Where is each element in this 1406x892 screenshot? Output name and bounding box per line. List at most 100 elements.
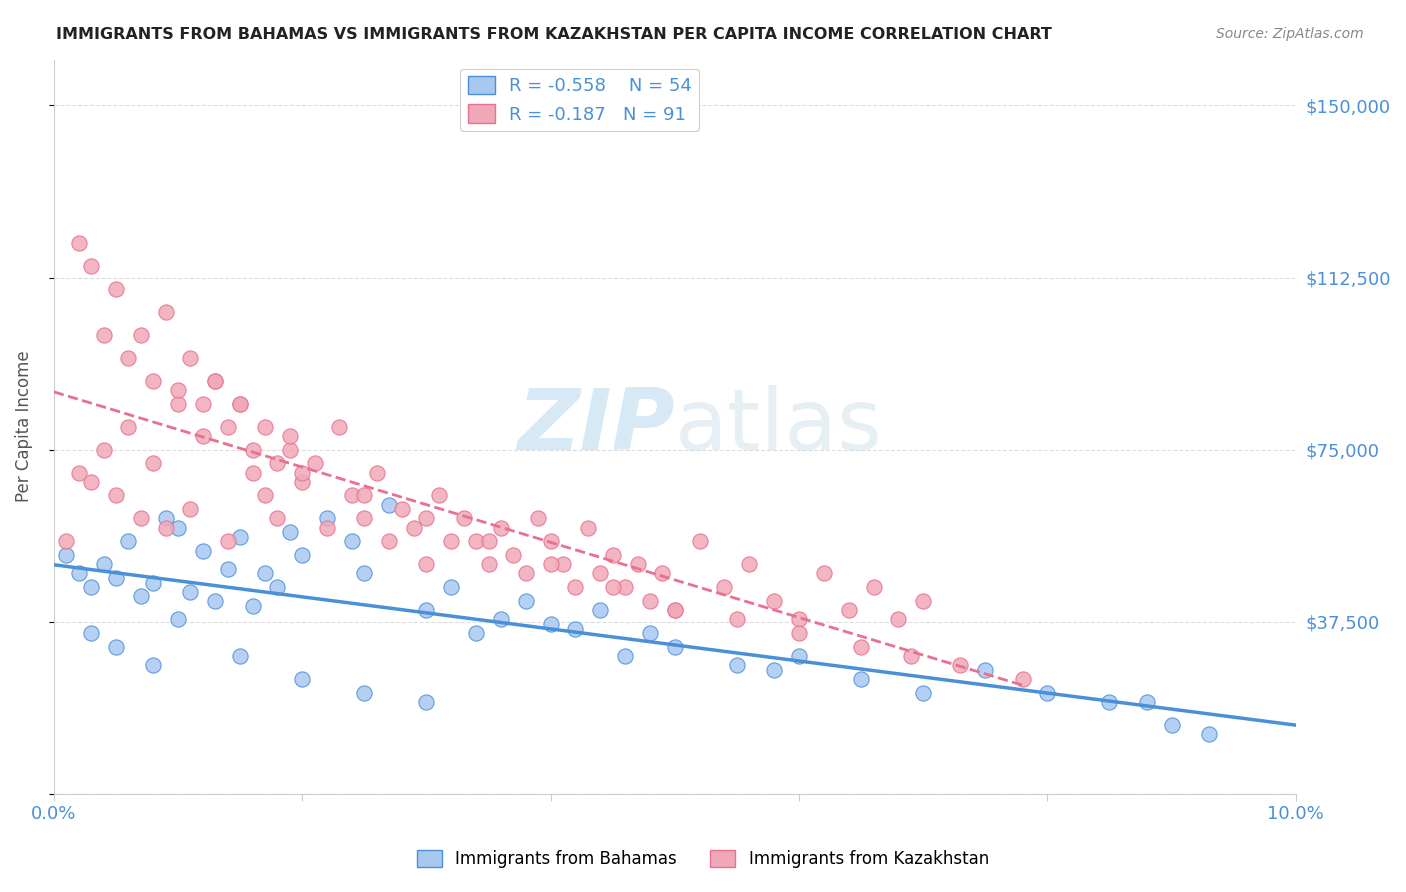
Point	[129, 327, 152, 342]
Point	[1160, 718, 1182, 732]
Point	[142, 575, 165, 590]
Point	[664, 603, 686, 617]
Point	[93, 558, 115, 572]
Point	[67, 566, 90, 581]
Point	[763, 594, 786, 608]
Point	[366, 466, 388, 480]
Point	[540, 534, 562, 549]
Point	[229, 530, 252, 544]
Point	[142, 658, 165, 673]
Point	[353, 511, 375, 525]
Text: IMMIGRANTS FROM BAHAMAS VS IMMIGRANTS FROM KAZAKHSTAN PER CAPITA INCOME CORRELAT: IMMIGRANTS FROM BAHAMAS VS IMMIGRANTS FR…	[56, 27, 1052, 42]
Point	[602, 548, 624, 562]
Point	[427, 488, 450, 502]
Point	[378, 498, 401, 512]
Point	[253, 566, 276, 581]
Text: ZIP: ZIP	[517, 385, 675, 468]
Point	[204, 594, 226, 608]
Point	[1011, 672, 1033, 686]
Point	[191, 543, 214, 558]
Point	[179, 502, 201, 516]
Point	[353, 566, 375, 581]
Point	[787, 648, 810, 663]
Point	[551, 558, 574, 572]
Point	[602, 580, 624, 594]
Point	[291, 548, 314, 562]
Point	[787, 612, 810, 626]
Point	[725, 658, 748, 673]
Point	[304, 456, 326, 470]
Point	[813, 566, 835, 581]
Point	[713, 580, 735, 594]
Point	[67, 236, 90, 251]
Point	[651, 566, 673, 581]
Point	[1098, 695, 1121, 709]
Point	[104, 640, 127, 654]
Point	[353, 686, 375, 700]
Point	[912, 594, 935, 608]
Point	[316, 520, 339, 534]
Point	[155, 511, 177, 525]
Point	[117, 419, 139, 434]
Point	[80, 626, 103, 640]
Point	[502, 548, 524, 562]
Point	[787, 626, 810, 640]
Point	[93, 327, 115, 342]
Point	[142, 456, 165, 470]
Point	[638, 626, 661, 640]
Point	[664, 640, 686, 654]
Point	[440, 534, 463, 549]
Point	[253, 419, 276, 434]
Point	[253, 488, 276, 502]
Point	[242, 466, 264, 480]
Point	[664, 603, 686, 617]
Point	[229, 397, 252, 411]
Point	[465, 534, 488, 549]
Point	[80, 259, 103, 273]
Point	[80, 475, 103, 489]
Point	[515, 594, 537, 608]
Point	[912, 686, 935, 700]
Point	[93, 442, 115, 457]
Point	[477, 558, 499, 572]
Point	[489, 612, 512, 626]
Point	[278, 429, 301, 443]
Point	[266, 580, 288, 594]
Point	[167, 383, 190, 397]
Point	[738, 558, 761, 572]
Point	[415, 695, 437, 709]
Point	[266, 456, 288, 470]
Point	[104, 488, 127, 502]
Point	[540, 616, 562, 631]
Point	[1036, 686, 1059, 700]
Point	[278, 442, 301, 457]
Point	[974, 663, 997, 677]
Point	[167, 520, 190, 534]
Point	[440, 580, 463, 594]
Point	[614, 648, 637, 663]
Point	[55, 534, 77, 549]
Point	[477, 534, 499, 549]
Point	[291, 672, 314, 686]
Point	[614, 580, 637, 594]
Point	[104, 282, 127, 296]
Point	[415, 558, 437, 572]
Point	[217, 562, 239, 576]
Point	[117, 351, 139, 365]
Point	[489, 520, 512, 534]
Point	[316, 511, 339, 525]
Point	[217, 419, 239, 434]
Point	[849, 672, 872, 686]
Text: atlas: atlas	[675, 385, 883, 468]
Point	[378, 534, 401, 549]
Point	[278, 525, 301, 540]
Point	[204, 374, 226, 388]
Point	[638, 594, 661, 608]
Point	[589, 566, 612, 581]
Point	[179, 584, 201, 599]
Point	[725, 612, 748, 626]
Point	[1198, 727, 1220, 741]
Point	[689, 534, 711, 549]
Point	[1136, 695, 1159, 709]
Point	[353, 488, 375, 502]
